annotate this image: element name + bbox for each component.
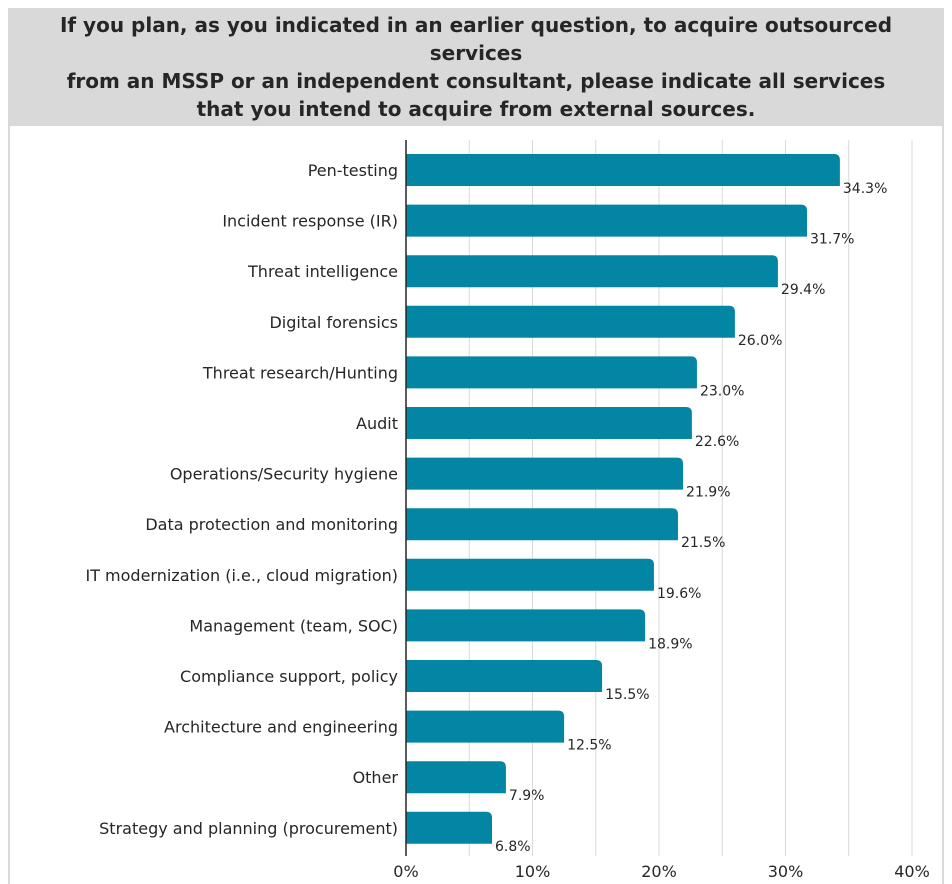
category-label: Management (team, SOC) <box>189 616 398 635</box>
bar <box>406 811 493 844</box>
category-label: Audit <box>356 414 398 433</box>
category-label: Compliance support, policy <box>180 667 398 686</box>
x-tick-label: 20% <box>641 862 677 881</box>
data-label: 29.4% <box>781 282 825 298</box>
bar <box>406 407 692 439</box>
bar <box>406 609 646 642</box>
data-label: 6.8% <box>495 839 531 855</box>
data-label: 19.6% <box>657 586 701 602</box>
data-label: 18.9% <box>648 636 692 652</box>
bar <box>406 457 684 490</box>
bar <box>406 710 565 743</box>
category-label: Data protection and monitoring <box>145 515 398 534</box>
category-label: Architecture and engineering <box>164 718 398 737</box>
data-label: 22.6% <box>695 434 739 450</box>
data-label: 21.5% <box>681 535 725 551</box>
data-label: 26.0% <box>738 333 782 349</box>
data-label: 21.9% <box>686 485 730 501</box>
category-label: Operations/Security hygiene <box>170 465 398 484</box>
bar <box>406 660 603 692</box>
data-label: 23.0% <box>700 383 744 399</box>
bar <box>406 305 735 338</box>
category-label: IT modernization (i.e., cloud migration) <box>85 566 398 585</box>
x-tick-label: 0% <box>393 862 418 881</box>
bar <box>406 761 506 794</box>
category-label: Strategy and planning (procurement) <box>99 819 398 838</box>
data-label: 15.5% <box>605 687 649 703</box>
x-tick-label: 30% <box>768 862 804 881</box>
data-label: 12.5% <box>567 738 611 754</box>
category-label: Other <box>353 768 399 787</box>
category-label: Threat intelligence <box>247 262 398 281</box>
category-label: Pen-testing <box>308 161 398 180</box>
x-tick-label: 10% <box>515 862 551 881</box>
bar <box>406 508 678 541</box>
chart-header: If you plan, as you indicated in an earl… <box>8 8 944 126</box>
bar <box>406 154 840 186</box>
bar <box>406 255 778 288</box>
category-label: Threat research/Hunting <box>202 363 398 382</box>
data-label: 34.3% <box>843 181 887 197</box>
category-label: Digital forensics <box>269 313 398 332</box>
bar <box>406 356 697 389</box>
data-label: 7.9% <box>509 788 545 804</box>
category-label: Incident response (IR) <box>222 212 398 231</box>
bar <box>406 204 808 237</box>
data-label: 31.7% <box>810 232 854 248</box>
x-tick-label: 40% <box>894 862 930 881</box>
bar <box>406 558 654 591</box>
chart-title: If you plan, as you indicated in an earl… <box>59 13 893 121</box>
